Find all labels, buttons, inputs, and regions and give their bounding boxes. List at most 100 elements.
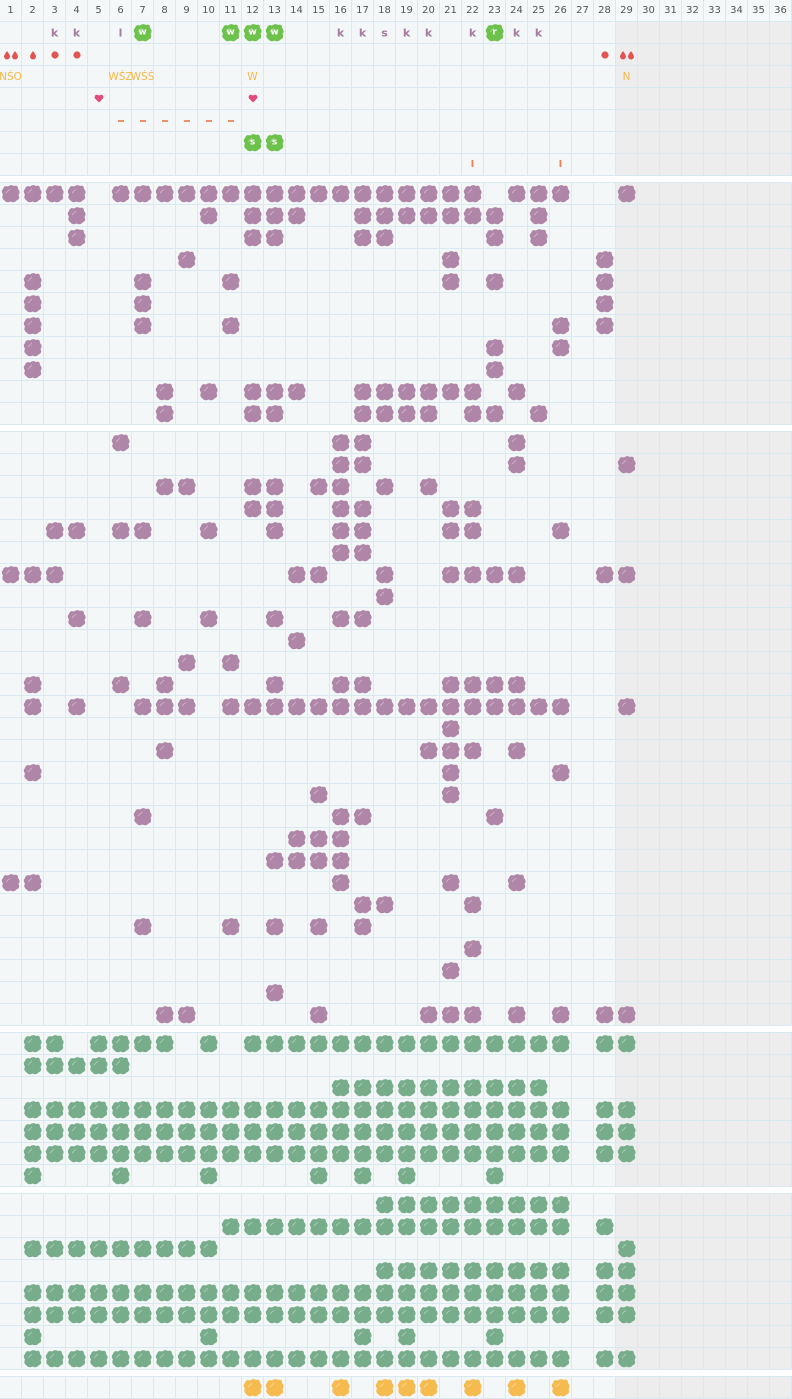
purple-blob[interactable] — [484, 227, 505, 248]
purple-blob[interactable] — [22, 293, 43, 314]
grid-cell[interactable] — [396, 337, 418, 359]
grid-cell[interactable] — [154, 740, 176, 762]
grid-cell[interactable] — [660, 271, 682, 293]
grid-cell[interactable] — [528, 381, 550, 403]
grid-cell[interactable] — [330, 1099, 352, 1121]
grid-cell[interactable] — [22, 183, 44, 205]
grid-cell[interactable] — [110, 454, 132, 476]
grid-cell[interactable] — [110, 564, 132, 586]
grid-cell[interactable] — [110, 828, 132, 850]
green-blob[interactable] — [374, 1194, 395, 1215]
grid-cell[interactable] — [770, 1282, 792, 1304]
grid-cell[interactable] — [198, 762, 220, 784]
purple-blob[interactable] — [0, 564, 21, 585]
grid-cell[interactable] — [594, 828, 616, 850]
grid-cell[interactable] — [506, 132, 528, 154]
grid-cell[interactable] — [286, 22, 308, 44]
purple-blob[interactable] — [220, 652, 241, 673]
grid-cell[interactable] — [528, 762, 550, 784]
grid-cell[interactable] — [704, 718, 726, 740]
purple-blob[interactable] — [286, 205, 307, 226]
green-blob[interactable] — [484, 1143, 505, 1164]
grid-cell[interactable] — [572, 1282, 594, 1304]
grid-cell[interactable] — [682, 1304, 704, 1326]
purple-blob[interactable] — [418, 183, 439, 204]
grid-cell[interactable] — [220, 432, 242, 454]
purple-blob[interactable] — [352, 696, 373, 717]
grid-cell[interactable] — [550, 205, 572, 227]
grid-cell[interactable] — [704, 740, 726, 762]
green-blob[interactable] — [550, 1194, 571, 1215]
grid-cell[interactable] — [352, 938, 374, 960]
grid-cell[interactable] — [330, 630, 352, 652]
green-blob[interactable] — [484, 1282, 505, 1303]
purple-blob[interactable] — [154, 476, 175, 497]
grid-cell[interactable] — [704, 154, 726, 176]
grid-cell[interactable] — [308, 132, 330, 154]
purple-blob[interactable] — [506, 564, 527, 585]
grid-cell[interactable] — [704, 1033, 726, 1055]
grid-cell[interactable] — [176, 938, 198, 960]
green-blob[interactable] — [198, 1282, 219, 1303]
purple-blob[interactable] — [286, 630, 307, 651]
grid-cell[interactable] — [198, 938, 220, 960]
grid-cell[interactable] — [198, 520, 220, 542]
grid-cell[interactable] — [506, 1216, 528, 1238]
grid-cell[interactable] — [374, 498, 396, 520]
green-blob[interactable] — [264, 1033, 285, 1054]
grid-cell[interactable] — [330, 740, 352, 762]
grid-cell[interactable] — [286, 227, 308, 249]
grid-cell[interactable] — [88, 586, 110, 608]
grid-cell[interactable] — [330, 938, 352, 960]
purple-blob[interactable] — [418, 476, 439, 497]
grid-cell[interactable] — [726, 183, 748, 205]
grid-cell[interactable] — [264, 403, 286, 425]
grid-cell[interactable] — [110, 1348, 132, 1370]
grid-cell[interactable] — [286, 740, 308, 762]
grid-cell[interactable] — [572, 1004, 594, 1026]
grid-cell[interactable] — [440, 381, 462, 403]
grid-cell[interactable]: k — [462, 22, 484, 44]
grid-cell[interactable] — [110, 88, 132, 110]
grid-cell[interactable] — [660, 66, 682, 88]
grid-cell[interactable] — [506, 1055, 528, 1077]
grid-cell[interactable] — [418, 564, 440, 586]
grid-cell[interactable] — [220, 1121, 242, 1143]
green-blob[interactable] — [418, 1033, 439, 1054]
grid-cell[interactable] — [396, 1326, 418, 1348]
green-blob[interactable] — [154, 1348, 175, 1369]
grid-cell[interactable] — [264, 271, 286, 293]
grid-cell[interactable] — [594, 1260, 616, 1282]
grid-cell[interactable] — [726, 337, 748, 359]
grid-cell[interactable] — [616, 718, 638, 740]
green-blob[interactable] — [418, 1121, 439, 1142]
grid-cell[interactable] — [286, 432, 308, 454]
grid-cell[interactable] — [286, 183, 308, 205]
grid-cell[interactable] — [22, 608, 44, 630]
green-blob[interactable] — [110, 1238, 131, 1259]
grid-cell[interactable] — [88, 1377, 110, 1399]
grid-cell[interactable] — [88, 1143, 110, 1165]
grid-cell[interactable] — [88, 1165, 110, 1187]
grid-cell[interactable] — [726, 1165, 748, 1187]
purple-blob[interactable] — [616, 454, 637, 475]
grid-cell[interactable] — [352, 520, 374, 542]
grid-cell[interactable] — [550, 1004, 572, 1026]
grid-cell[interactable] — [0, 205, 22, 227]
grid-cell[interactable] — [198, 916, 220, 938]
grid-cell[interactable] — [748, 850, 770, 872]
grid-cell[interactable] — [506, 476, 528, 498]
grid-cell[interactable] — [726, 828, 748, 850]
grid-cell[interactable] — [374, 1282, 396, 1304]
grid-cell[interactable] — [198, 784, 220, 806]
grid-cell[interactable] — [352, 674, 374, 696]
grid-cell[interactable] — [682, 696, 704, 718]
grid-cell[interactable] — [418, 806, 440, 828]
grid-cell[interactable] — [242, 960, 264, 982]
grid-cell[interactable] — [352, 359, 374, 381]
grid-cell[interactable] — [440, 1121, 462, 1143]
grid-cell[interactable] — [308, 564, 330, 586]
purple-blob[interactable] — [110, 520, 131, 541]
grid-cell[interactable] — [132, 1304, 154, 1326]
grid-cell[interactable] — [330, 982, 352, 1004]
